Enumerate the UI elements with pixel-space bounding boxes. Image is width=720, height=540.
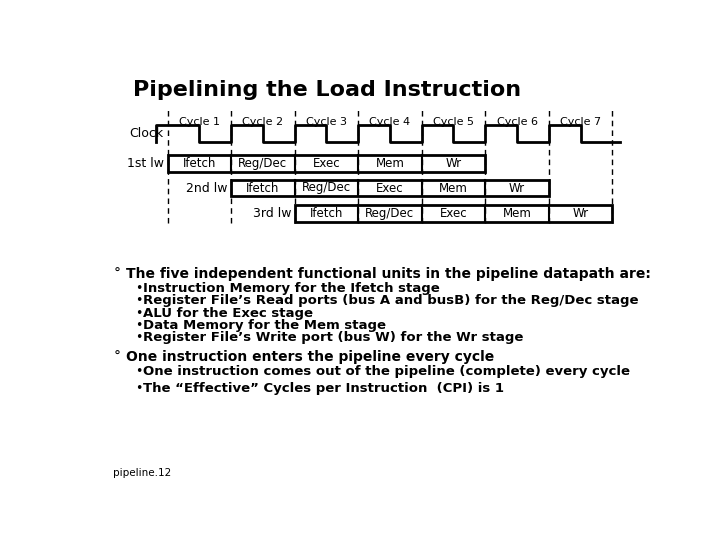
Text: °: ° <box>113 350 120 364</box>
Text: Clock: Clock <box>130 127 163 140</box>
Text: One instruction enters the pipeline every cycle: One instruction enters the pipeline ever… <box>126 350 494 364</box>
Text: •: • <box>135 307 143 320</box>
Text: Cycle 4: Cycle 4 <box>369 117 410 127</box>
Text: Ifetch: Ifetch <box>310 207 343 220</box>
Text: Pipelining the Load Instruction: Pipelining the Load Instruction <box>132 80 521 100</box>
Text: Exec: Exec <box>440 207 467 220</box>
Text: Mem: Mem <box>503 207 531 220</box>
Text: Exec: Exec <box>376 181 404 194</box>
Text: Wr: Wr <box>509 181 525 194</box>
Text: •: • <box>135 294 143 307</box>
Text: Mem: Mem <box>376 157 405 170</box>
Text: Ifetch: Ifetch <box>183 157 216 170</box>
Text: Wr: Wr <box>446 157 462 170</box>
Text: The “Effective” Cycles per Instruction  (CPI) is 1: The “Effective” Cycles per Instruction (… <box>143 382 504 395</box>
Text: Cycle 6: Cycle 6 <box>497 117 538 127</box>
Text: Reg/Dec: Reg/Dec <box>365 207 415 220</box>
Bar <box>294 205 612 222</box>
Text: Data Memory for the Mem stage: Data Memory for the Mem stage <box>143 319 386 332</box>
Text: Cycle 7: Cycle 7 <box>560 117 601 127</box>
Text: Instruction Memory for the Ifetch stage: Instruction Memory for the Ifetch stage <box>143 282 439 295</box>
Bar <box>231 179 549 197</box>
Text: Wr: Wr <box>572 207 589 220</box>
Text: 3rd lw: 3rd lw <box>253 207 292 220</box>
Text: •: • <box>135 365 143 378</box>
Text: °: ° <box>113 267 120 281</box>
Text: Cycle 1: Cycle 1 <box>179 117 220 127</box>
Text: 2nd lw: 2nd lw <box>186 181 228 194</box>
Text: Ifetch: Ifetch <box>246 181 279 194</box>
Bar <box>168 155 485 172</box>
Text: Register File’s Write port (bus W) for the Wr stage: Register File’s Write port (bus W) for t… <box>143 331 523 344</box>
Text: The five independent functional units in the pipeline datapath are:: The five independent functional units in… <box>126 267 651 281</box>
Text: Reg/Dec: Reg/Dec <box>238 157 287 170</box>
Text: Mem: Mem <box>439 181 468 194</box>
Text: •: • <box>135 382 143 395</box>
Text: •: • <box>135 331 143 344</box>
Text: •: • <box>135 319 143 332</box>
Text: Cycle 2: Cycle 2 <box>242 117 284 127</box>
Text: •: • <box>135 282 143 295</box>
Text: One instruction comes out of the pipeline (complete) every cycle: One instruction comes out of the pipelin… <box>143 365 630 378</box>
Text: Reg/Dec: Reg/Dec <box>302 181 351 194</box>
Text: 1st lw: 1st lw <box>127 157 164 170</box>
Text: Cycle 5: Cycle 5 <box>433 117 474 127</box>
Text: pipeline.12: pipeline.12 <box>113 468 171 478</box>
Text: Cycle 3: Cycle 3 <box>306 117 347 127</box>
Text: ALU for the Exec stage: ALU for the Exec stage <box>143 307 312 320</box>
Text: Register File’s Read ports (bus A and busB) for the Reg/Dec stage: Register File’s Read ports (bus A and bu… <box>143 294 638 307</box>
Text: Exec: Exec <box>312 157 340 170</box>
